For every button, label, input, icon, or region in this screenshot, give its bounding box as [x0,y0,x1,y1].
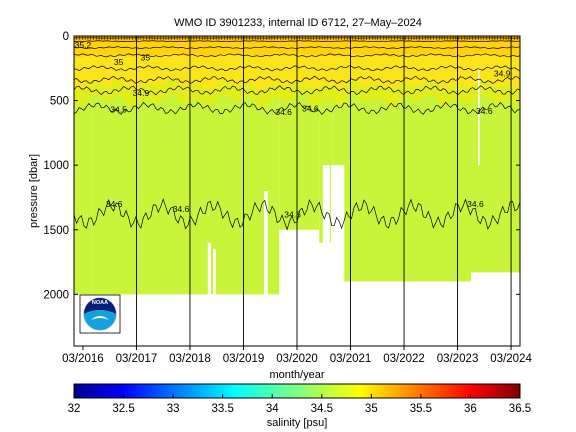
colorbar-ticks: 32 32.5 33 33.5 34 34.5 35 35.5 36 36.5 [68,394,531,415]
x-tick-label-1: 03/2017 [116,353,158,365]
colorbar-tick-label-9: 36.5 [509,403,531,415]
y-tick-label-1: 500 [50,96,69,108]
x-tick-label-7: 03/2023 [437,353,479,365]
x-axis-label: month/year [269,369,324,381]
x-tick-label-6: 03/2022 [383,353,425,365]
data-gap-3 [322,165,330,288]
data-gap-4 [330,165,345,288]
x-tick-label-8: 03/2024 [490,353,532,365]
contour-label-2: 34.6 [284,209,301,219]
colorbar-tick-label-4: 34 [266,403,279,415]
colorbar-tick-label-3: 33.5 [211,403,233,415]
data-gap-1 [207,242,212,346]
data-gap-0 [263,191,268,346]
contour-label-4: 34.6 [275,107,292,117]
logo-lettering: NOAA [92,300,108,306]
colorbar-tick-label-0: 32 [68,403,81,415]
x-tick-label-5: 03/2021 [330,353,372,365]
contour-label-8: 34.9 [133,88,150,98]
colorbar [73,383,521,399]
colorbar-tick-label-8: 36 [464,403,477,415]
contour-label-6: 34.6 [476,106,493,116]
x-tick-label-0: 03/2016 [62,353,104,365]
noaa-logo: NOAA [79,294,121,334]
data-gap-5 [478,68,480,166]
colorbar-tick-label-1: 32.5 [112,403,134,415]
y-tick-label-4: 2000 [43,289,69,301]
contour-label-3: 34.6 [467,199,484,209]
contour-label-9: 34.9 [494,68,511,78]
data-gap-2 [213,249,216,346]
colorbar-tick-label-5: 34.5 [311,403,333,415]
y-axis-label: pressure [dbar] [28,154,40,228]
contour-label-12: 35.2 [75,40,92,50]
colorbar-label: salinity [psu] [267,417,328,429]
x-tick-label-4: 03/2020 [276,353,318,365]
logo-gull [91,316,109,320]
colorbar-tick-label-7: 35.5 [410,403,432,415]
contour-label-11: 35 [141,52,151,62]
plot-area: 34.6 34.6 34.6 34.6 34.6 34.6 34.6 34.5 34.9 34.9… [74,36,520,346]
y-tick-label-2: 1000 [43,160,69,172]
contour-label-7: 34.5 [110,105,127,115]
y-tick-label-0: 0 [63,31,69,43]
chart-title: WMO ID 3901233, internal ID 6712, 27–May… [174,17,422,29]
logo-sea [84,310,116,330]
x-axis: 03/2016 03/2017 03/2018 03/2019 03/2020 03/20… [62,346,532,365]
colorbar-tick-label-6: 35 [365,403,378,415]
x-tick-label-3: 03/2019 [223,353,265,365]
logo-sky [84,298,116,314]
x-tick-label-2: 03/2018 [169,353,211,365]
contour-label-0: 34.6 [106,199,123,209]
colorbar-tick-label-2: 33 [167,403,180,415]
contour-label-1: 34.6 [173,204,190,214]
y-tick-label-3: 1500 [43,225,69,237]
contour-label-10: 35 [114,57,124,67]
y-axis: 0 500 1000 1500 2000 [43,31,520,301]
contour-label-5: 34.6 [302,103,319,113]
